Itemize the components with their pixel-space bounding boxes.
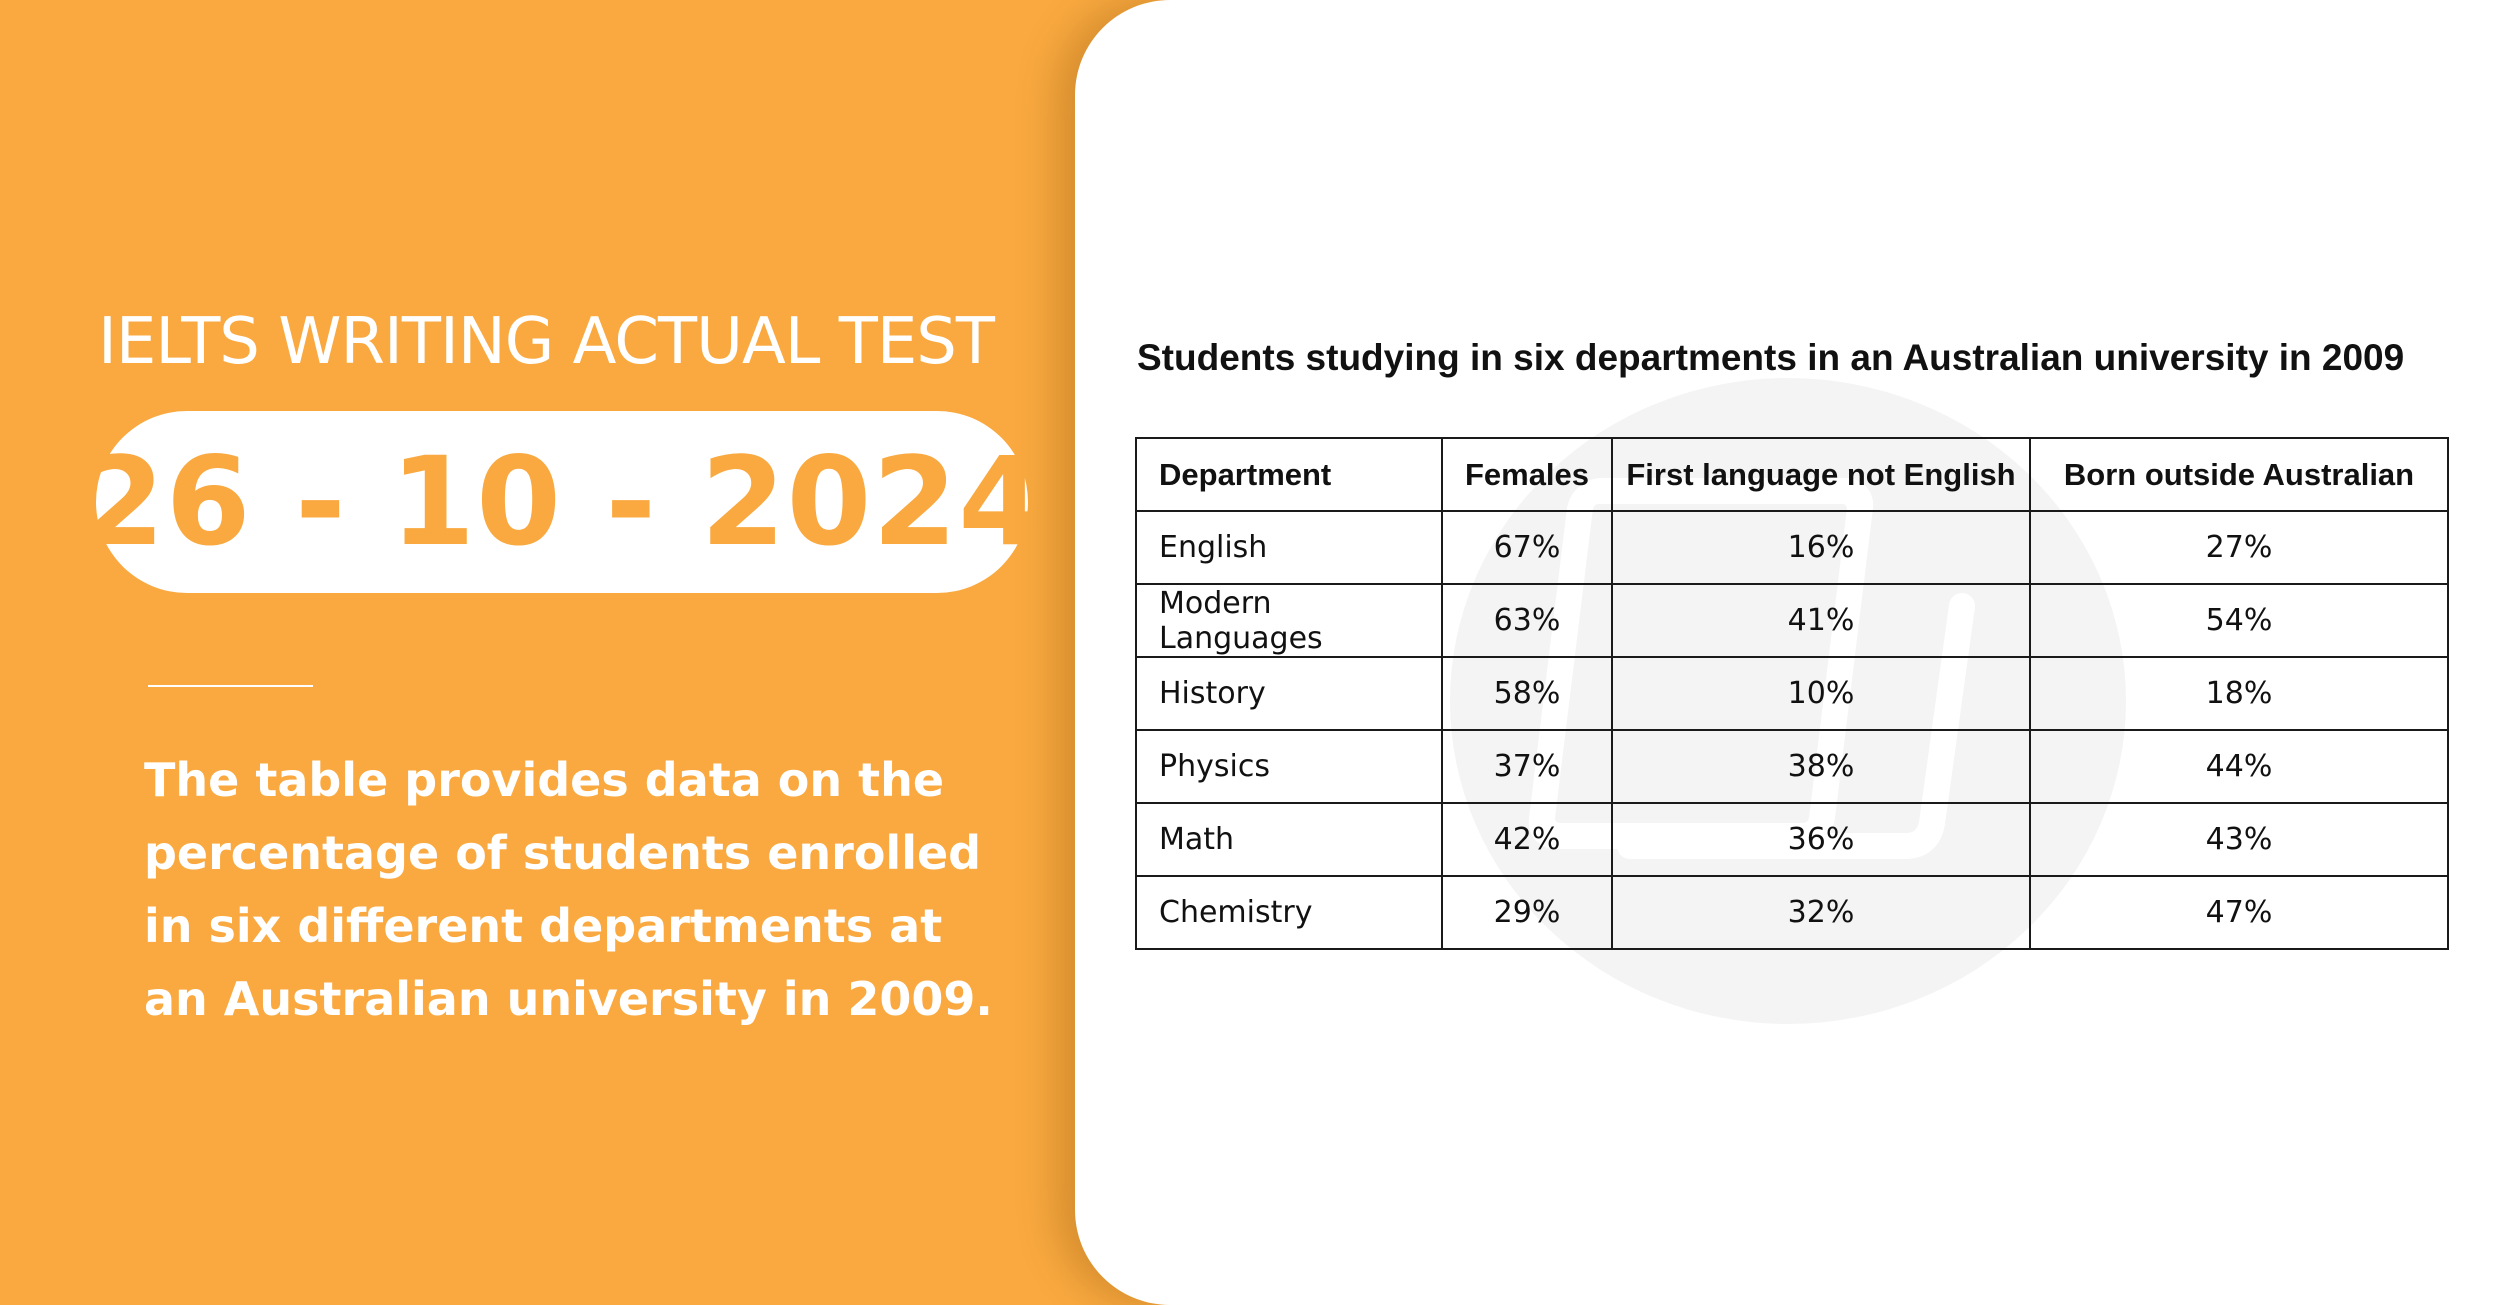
divider (148, 685, 313, 687)
first-language-cell: 41% (1611, 583, 2031, 658)
females-cell: 42% (1441, 802, 1613, 877)
column-header-department: Department (1135, 437, 1443, 512)
born-outside-cell: 43% (2029, 802, 2449, 877)
description-text: The table provides data on the percentag… (144, 753, 993, 1026)
females-cell: 29% (1441, 875, 1613, 950)
department-cell: Modern Languages (1135, 583, 1443, 658)
table-row: Modern Languages 63% 41% 54% (1135, 583, 2449, 658)
table-row: History 58% 10% 18% (1135, 656, 2449, 731)
first-language-cell: 38% (1611, 729, 2031, 804)
born-outside-cell: 44% (2029, 729, 2449, 804)
left-panel: IELTS WRITING ACTUAL TEST 26 - 10 - 2024… (0, 0, 1150, 1305)
chart-title: Students studying in six departments in … (1137, 337, 2405, 378)
department-cell: Chemistry (1135, 875, 1443, 950)
born-outside-cell: 47% (2029, 875, 2449, 950)
first-language-cell: 36% (1611, 802, 2031, 877)
table-row: Physics 37% 38% 44% (1135, 729, 2449, 804)
date-pill: 26 - 10 - 2024 (80, 411, 1043, 593)
first-language-cell: 10% (1611, 656, 2031, 731)
females-cell: 63% (1441, 583, 1613, 658)
born-outside-cell: 54% (2029, 583, 2449, 658)
department-cell: Physics (1135, 729, 1443, 804)
department-cell: Math (1135, 802, 1443, 877)
born-outside-cell: 18% (2029, 656, 2449, 731)
table-header-row: Department Females First language not En… (1135, 437, 2449, 512)
department-cell: English (1135, 510, 1443, 585)
first-language-cell: 32% (1611, 875, 2031, 950)
females-cell: 58% (1441, 656, 1613, 731)
table-row: Math 42% 36% 43% (1135, 802, 2449, 877)
females-cell: 37% (1441, 729, 1613, 804)
females-cell: 67% (1441, 510, 1613, 585)
table-row: Chemistry 29% 32% 47% (1135, 875, 2449, 950)
data-table: Department Females First language not En… (1135, 437, 2449, 950)
column-header-first-language: First language not English (1611, 437, 2031, 512)
table-row: English 67% 16% 27% (1135, 510, 2449, 585)
column-header-females: Females (1441, 437, 1613, 512)
first-language-cell: 16% (1611, 510, 2031, 585)
column-header-born-outside: Born outside Australian (2029, 437, 2449, 512)
department-cell: History (1135, 656, 1443, 731)
test-date: 26 - 10 - 2024 (79, 431, 1045, 573)
test-heading: IELTS WRITING ACTUAL TEST (98, 305, 995, 379)
born-outside-cell: 27% (2029, 510, 2449, 585)
